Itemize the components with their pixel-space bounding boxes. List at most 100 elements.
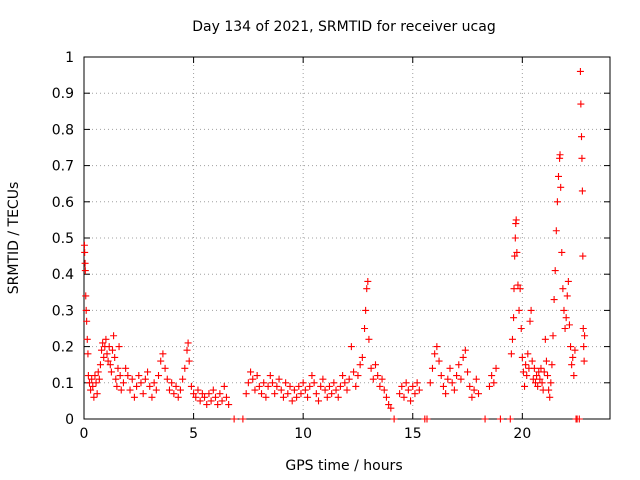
data-point	[559, 285, 567, 293]
data-point	[251, 386, 259, 394]
data-point	[249, 375, 257, 383]
data-point	[515, 306, 523, 314]
data-point	[361, 325, 369, 332]
data-point	[174, 393, 182, 401]
data-point	[99, 339, 107, 347]
data-point	[161, 364, 169, 372]
data-point	[181, 364, 189, 372]
data-point	[374, 372, 382, 380]
data-point	[415, 386, 423, 394]
data-point	[488, 372, 496, 380]
data-point	[139, 390, 147, 398]
data-point	[553, 198, 561, 206]
data-point	[533, 372, 541, 380]
data-point	[513, 248, 521, 256]
data-point	[435, 357, 443, 365]
data-point	[205, 390, 213, 398]
x-axis-label: GPS time / hours	[285, 458, 402, 474]
data-point	[382, 393, 390, 401]
data-point	[82, 292, 90, 300]
data-point	[168, 379, 176, 387]
data-point	[308, 372, 316, 380]
data-point	[81, 248, 89, 256]
data-point	[457, 375, 465, 383]
data-point	[222, 393, 230, 401]
data-point	[439, 382, 447, 390]
data-point	[84, 372, 92, 380]
y-tick-label: 0.3	[52, 303, 74, 319]
data-point	[310, 379, 318, 387]
data-point	[540, 368, 548, 376]
data-point	[83, 317, 91, 325]
data-point	[528, 357, 536, 365]
data-point	[325, 382, 333, 390]
data-point	[319, 375, 327, 383]
data-point	[390, 415, 398, 423]
data-point	[411, 390, 419, 398]
y-tick-label: 0.8	[52, 122, 74, 138]
data-point	[580, 357, 588, 365]
y-axis-label: SRMTID / TECUs	[6, 182, 22, 295]
data-point	[304, 393, 312, 401]
data-point	[102, 335, 110, 343]
data-point	[115, 343, 123, 351]
data-point	[341, 379, 349, 387]
data-point	[268, 379, 276, 387]
data-point	[279, 393, 287, 401]
data-point	[297, 390, 305, 398]
data-point	[321, 386, 329, 394]
data-point	[358, 353, 366, 361]
data-point	[376, 382, 384, 390]
data-point	[176, 386, 184, 394]
data-point	[148, 393, 156, 401]
data-point	[578, 187, 586, 195]
data-point	[111, 353, 119, 361]
data-point	[537, 364, 545, 372]
data-point	[220, 382, 228, 390]
data-point	[461, 346, 469, 354]
data-point	[546, 393, 554, 401]
data-point	[481, 415, 489, 423]
data-point	[82, 306, 90, 314]
data-point	[576, 67, 584, 75]
data-point	[547, 379, 555, 387]
data-point	[426, 379, 434, 387]
data-point	[371, 361, 379, 369]
data-point	[579, 252, 587, 260]
data-point	[492, 364, 500, 372]
data-point	[517, 325, 525, 332]
data-point	[275, 375, 283, 383]
data-point	[83, 335, 91, 343]
data-point	[137, 379, 145, 387]
data-point	[141, 375, 149, 383]
data-point	[380, 386, 388, 394]
data-point	[536, 375, 544, 383]
data-point	[407, 397, 415, 405]
y-tick-label: 0.4	[52, 267, 74, 283]
data-point	[247, 368, 255, 376]
data-point	[92, 379, 100, 387]
x-tick-label: 5	[189, 426, 198, 442]
data-point	[216, 390, 224, 398]
data-point	[466, 382, 474, 390]
data-point	[402, 379, 410, 387]
data-point	[185, 357, 193, 365]
x-tick-label: 0	[80, 426, 89, 442]
data-point	[194, 386, 202, 394]
data-point	[207, 397, 215, 405]
data-point	[496, 415, 504, 423]
data-point	[577, 100, 585, 108]
data-point	[133, 382, 141, 390]
data-point	[562, 314, 570, 322]
data-point	[485, 382, 493, 390]
data-point	[88, 375, 96, 383]
data-point	[519, 368, 527, 376]
data-point	[524, 350, 532, 358]
data-point	[201, 393, 209, 401]
data-point	[277, 386, 285, 394]
data-point	[184, 339, 192, 347]
data-point	[455, 361, 463, 369]
data-point	[568, 361, 576, 369]
data-point	[253, 372, 261, 380]
